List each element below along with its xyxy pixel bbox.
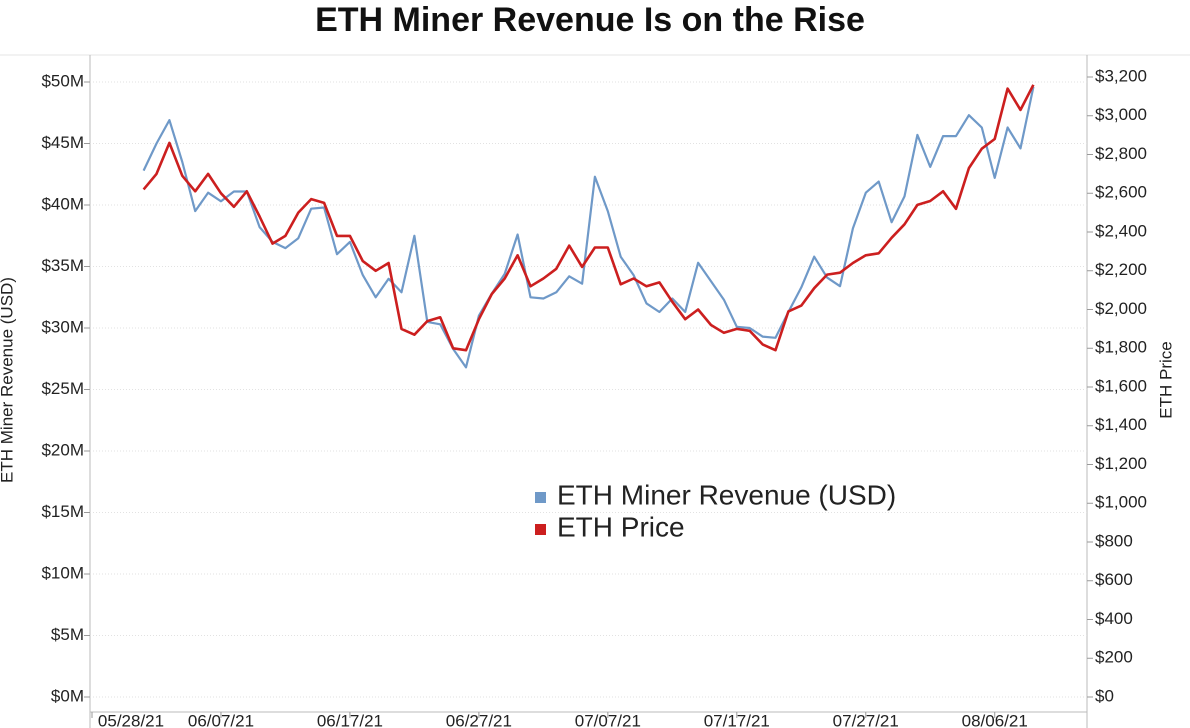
y-axis-title: ETH Miner Revenue (USD) [0, 277, 16, 483]
y-tick-label: $35M [41, 256, 84, 275]
x-tick-label: 08/06/21 [962, 711, 1028, 728]
chart-title: ETH Miner Revenue Is on the Rise [315, 1, 865, 39]
legend-label: ETH Miner Revenue (USD) [557, 479, 896, 510]
x-tick-label: 07/27/21 [833, 711, 899, 728]
x-tick-label: 06/07/21 [188, 711, 254, 728]
x-tick-label: 07/17/21 [704, 711, 770, 728]
y2-tick-label: $200 [1095, 648, 1133, 667]
legend-label: ETH Price [557, 511, 685, 542]
y2-tick-label: $1,000 [1095, 493, 1147, 512]
y-tick-label: $0M [51, 686, 84, 705]
legend-swatch [535, 524, 546, 535]
y-tick-label: $20M [41, 440, 84, 459]
y2-tick-label: $1,400 [1095, 415, 1147, 434]
series-line [142, 84, 1035, 352]
y2-tick-label: $1,200 [1095, 454, 1147, 473]
y2-axis-title: ETH Price [1156, 341, 1175, 418]
y2-tick-label: $2,000 [1095, 299, 1147, 318]
y2-tick-label: $1,800 [1095, 338, 1147, 357]
y2-tick-label: $3,000 [1095, 105, 1147, 124]
y-tick-label: $50M [41, 71, 84, 90]
x-tick-label: 07/07/21 [575, 711, 641, 728]
y-tick-label: $15M [41, 502, 84, 521]
y2-tick-label: $2,600 [1095, 183, 1147, 202]
y2-tick-label: $0 [1095, 686, 1114, 705]
y-tick-label: $45M [41, 133, 84, 152]
y-tick-label: $30M [41, 317, 84, 336]
y2-tick-label: $1,600 [1095, 376, 1147, 395]
y-tick-label: $10M [41, 563, 84, 582]
y2-tick-label: $800 [1095, 531, 1133, 550]
x-tick-label: 06/17/21 [317, 711, 383, 728]
y2-tick-label: $600 [1095, 570, 1133, 589]
y2-tick-label: $3,200 [1095, 66, 1147, 85]
y2-tick-label: $2,800 [1095, 144, 1147, 163]
y-tick-label: $25M [41, 379, 84, 398]
x-tick-label: 06/27/21 [446, 711, 512, 728]
y2-tick-label: $2,200 [1095, 260, 1147, 279]
x-tick-label: 05/28/21 [98, 711, 164, 728]
legend-swatch [535, 492, 546, 503]
y-tick-label: $5M [51, 625, 84, 644]
series-line [142, 86, 1035, 369]
y-tick-label: $40M [41, 194, 84, 213]
y2-tick-label: $2,400 [1095, 221, 1147, 240]
y2-tick-label: $400 [1095, 609, 1133, 628]
